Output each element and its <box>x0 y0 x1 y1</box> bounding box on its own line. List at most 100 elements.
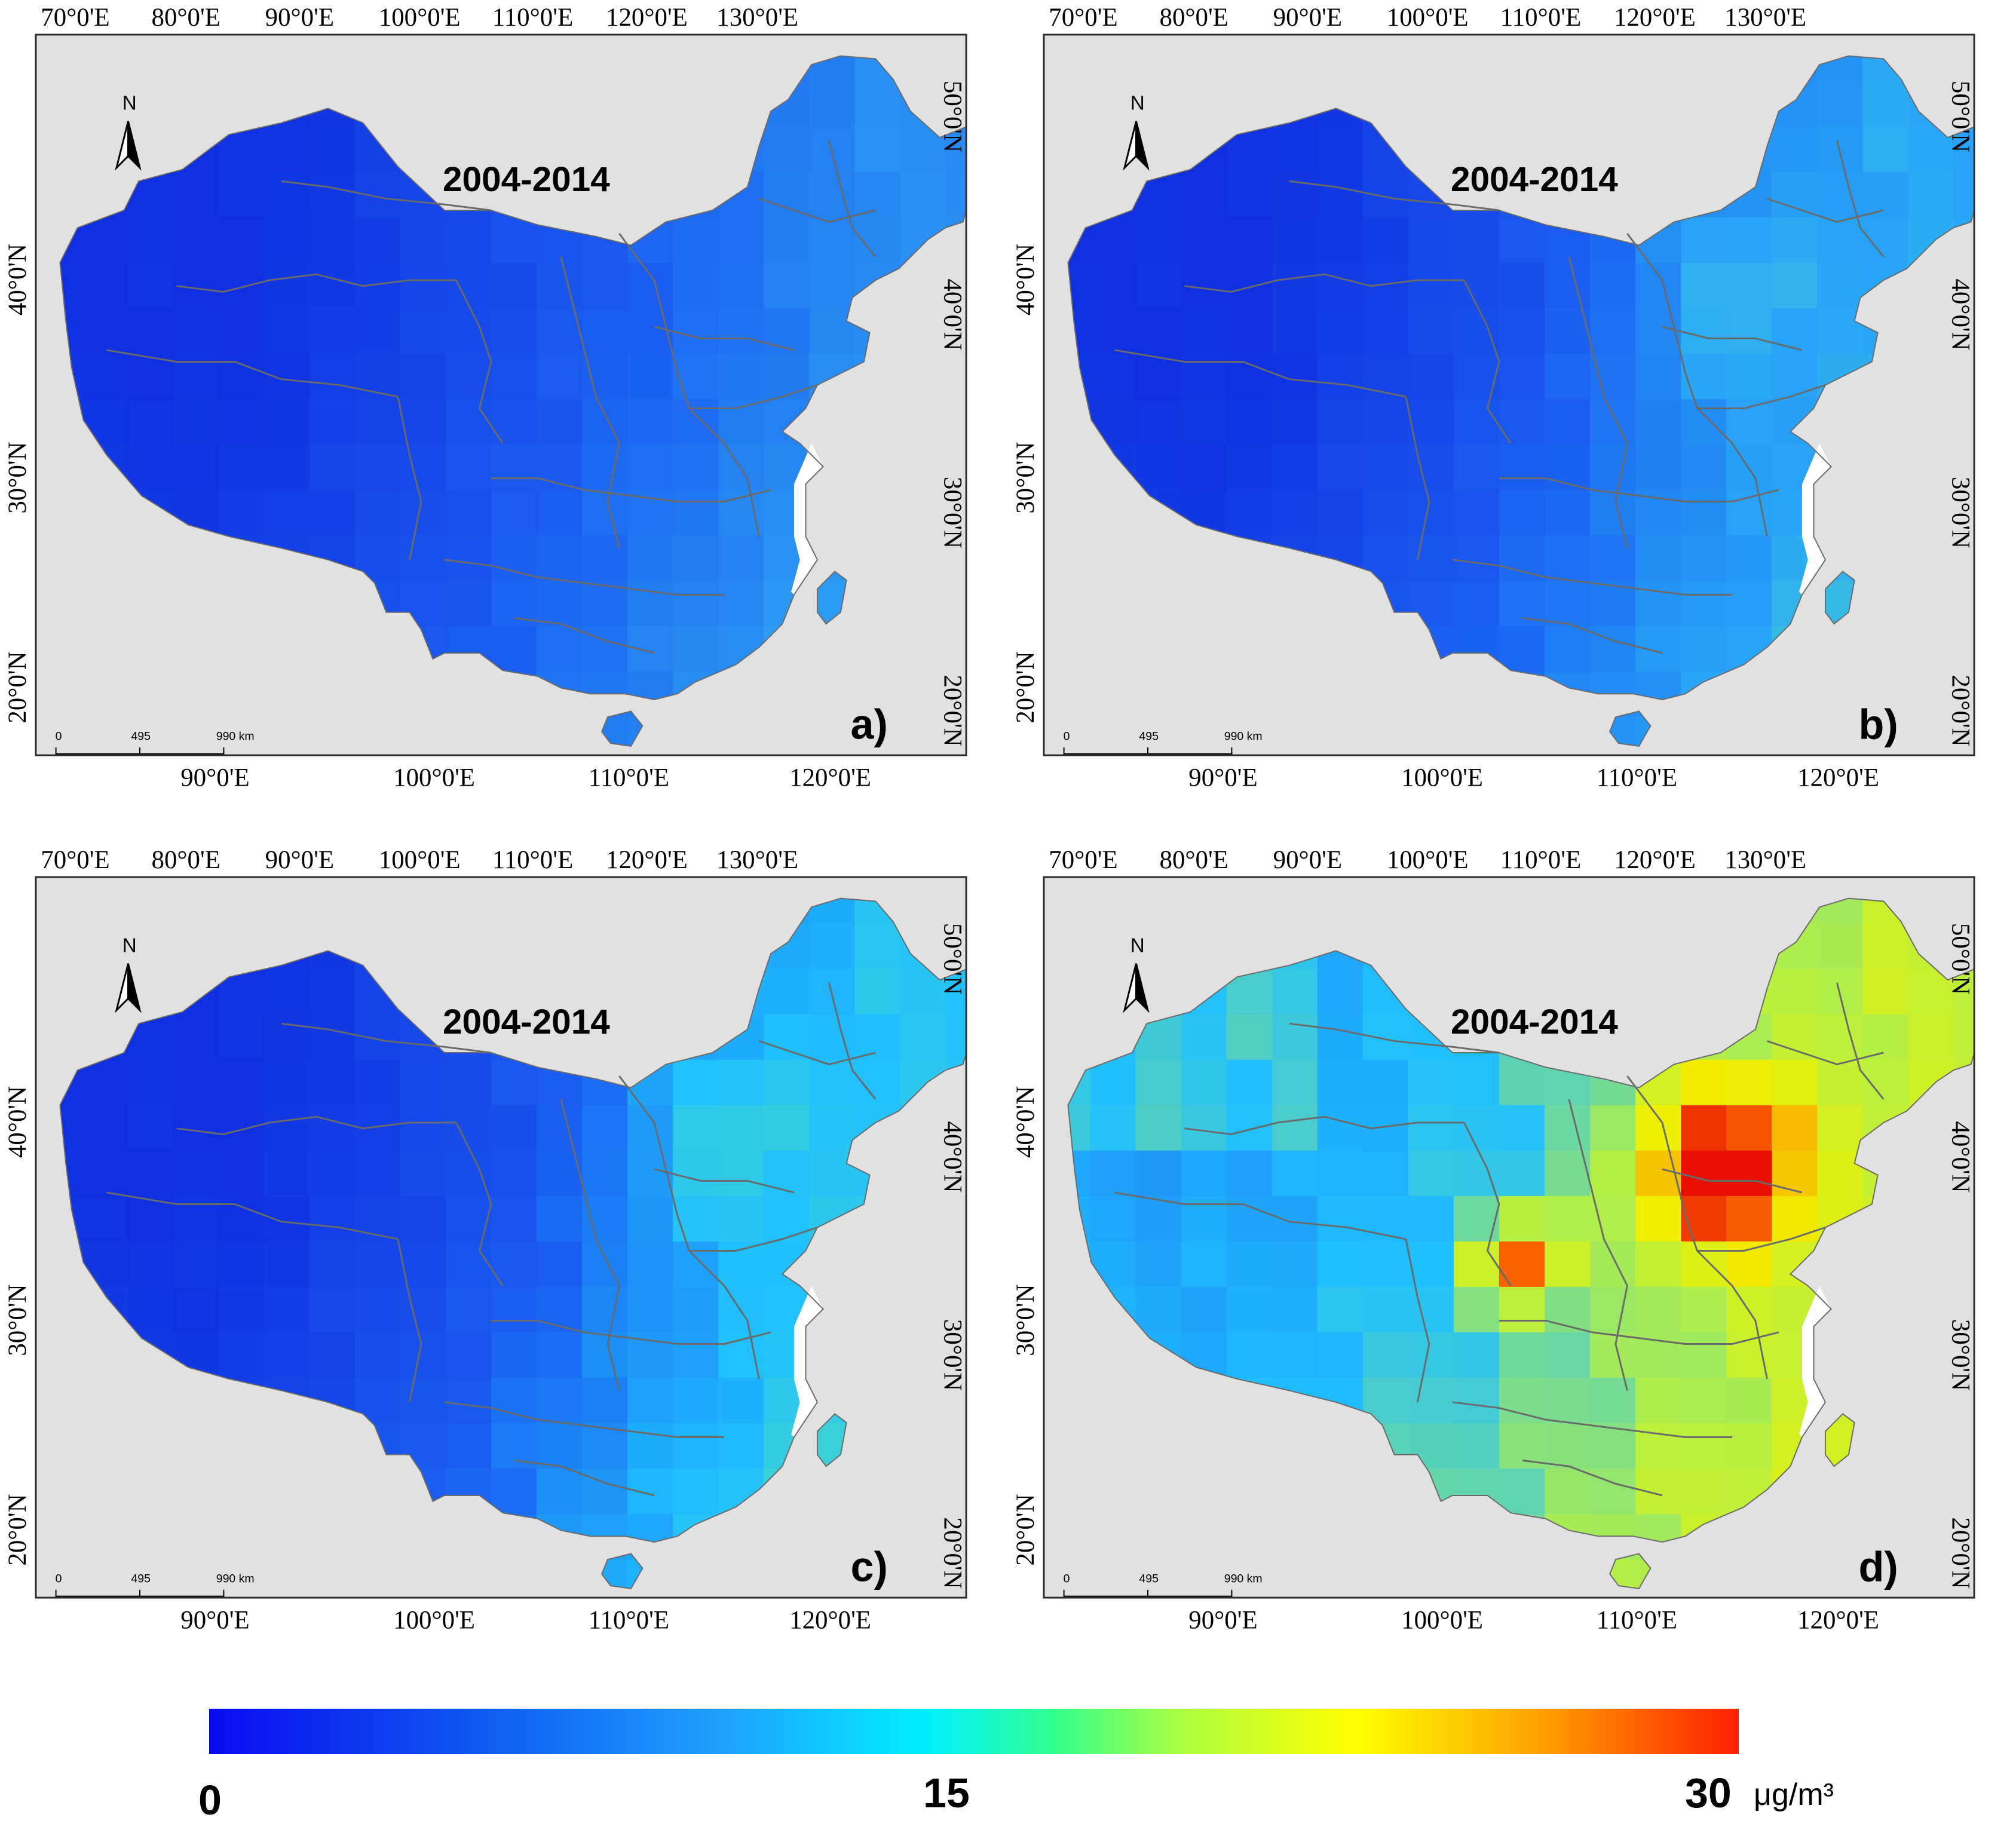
grid-cell <box>1726 923 1773 970</box>
grid-cell <box>1317 444 1364 491</box>
grid-cell <box>445 1286 492 1333</box>
grid-cell <box>1772 1105 1818 1151</box>
grid-cell <box>1590 1196 1637 1242</box>
grid-cell <box>1362 1059 1409 1106</box>
province-boundary <box>444 1401 724 1438</box>
grid-cell <box>218 626 265 673</box>
grid-cell <box>1453 1196 1500 1242</box>
grid-cell <box>82 1469 128 1515</box>
grid-cell <box>1772 968 1818 1015</box>
grid-cell <box>309 626 356 673</box>
grid-cell <box>218 581 265 627</box>
grid-cell <box>127 262 174 309</box>
grid-cell <box>173 1014 219 1060</box>
grid-cell <box>60 399 83 445</box>
grid-cell <box>1817 581 1864 627</box>
grid-cell <box>173 923 219 970</box>
grid-cell <box>718 353 765 400</box>
grid-cell <box>1590 1105 1637 1151</box>
grid-cell <box>854 262 901 309</box>
grid-cell <box>1544 1378 1591 1424</box>
grid-cell <box>264 1014 310 1060</box>
grid-cell <box>264 262 310 309</box>
left-lat-label: 30°0'N <box>2 442 32 514</box>
grid-cell <box>173 1332 219 1378</box>
grid-cell <box>1408 1059 1454 1106</box>
grid-cell <box>354 672 401 718</box>
country-outline <box>59 55 966 700</box>
grid-cell <box>1499 626 1545 673</box>
country-outline <box>59 897 966 1543</box>
grid-cell <box>400 399 446 445</box>
grid-cell <box>491 1241 537 1288</box>
grid-cell <box>1068 1241 1091 1288</box>
grid-cell <box>1681 56 1727 82</box>
grid-cell <box>173 535 219 582</box>
grid-cell <box>445 1469 492 1515</box>
grid-cell <box>1726 1150 1773 1197</box>
grid-cell <box>1817 672 1864 718</box>
grid-cell <box>1862 126 1909 173</box>
grid-cell <box>1135 444 1182 491</box>
grid-cell <box>491 1059 537 1106</box>
grid-cell <box>127 1014 174 1060</box>
grid-cell <box>1226 262 1273 309</box>
grid-cell <box>1635 1241 1682 1288</box>
grid-cell <box>1226 535 1273 582</box>
grid-cell <box>173 1469 219 1515</box>
grid-cell <box>1726 968 1773 1015</box>
grid-cell <box>1544 581 1591 627</box>
grid-cell <box>1453 56 1500 82</box>
grid-cell <box>264 81 310 127</box>
grid-cell <box>536 81 583 127</box>
colorbar <box>209 1709 1739 1754</box>
grid-cell <box>491 1378 537 1424</box>
grid-cell <box>1068 672 1091 718</box>
grid-cell <box>173 353 219 400</box>
province-boundary <box>1114 349 1407 398</box>
grid-cell <box>1181 353 1227 400</box>
province-boundary <box>1499 1320 1779 1345</box>
grid-cell <box>536 1469 583 1515</box>
grid-cell <box>1226 626 1273 673</box>
coastal-strip <box>1799 443 1831 595</box>
grid-cell <box>1635 126 1682 173</box>
grid-cell <box>173 1286 219 1333</box>
grid-cell <box>1772 1423 1818 1470</box>
grid-cell <box>854 444 901 491</box>
grid-cell <box>1681 1469 1727 1515</box>
grid-cell <box>1090 1469 1136 1515</box>
grid-cell <box>1408 1196 1454 1242</box>
grid-cell <box>82 217 128 263</box>
grid-cell <box>309 1469 356 1515</box>
grid-cell <box>60 1059 83 1106</box>
grid-cell <box>218 1014 265 1060</box>
left-lat-label: 20°0'N <box>1010 1494 1040 1566</box>
grid-cell <box>1362 489 1409 536</box>
grid-cell <box>718 1286 765 1333</box>
grid-cell <box>854 968 901 1015</box>
grid-cell <box>60 1014 83 1060</box>
grid-cell <box>1953 581 1974 627</box>
grid-cell <box>1953 1014 1974 1060</box>
grid-cell <box>1090 217 1136 263</box>
grid-cell <box>1499 399 1545 445</box>
grid-cell <box>1681 1196 1727 1242</box>
grid-cell <box>1726 444 1773 491</box>
grid-cell <box>400 923 446 970</box>
grid-cell <box>218 171 265 218</box>
grid-cell <box>627 56 674 82</box>
grid-cell <box>309 1378 356 1424</box>
grid-cell <box>764 81 810 127</box>
grid-cell <box>1272 1014 1318 1060</box>
grid-cell <box>536 489 583 536</box>
grid-cell <box>1544 353 1591 400</box>
grid-cell <box>82 1332 128 1378</box>
grid-cell <box>582 672 629 718</box>
grid-cell <box>854 56 901 82</box>
scale-tick-0: 0 <box>55 729 62 743</box>
grid-cell <box>218 1423 265 1470</box>
grid-cell <box>218 1196 265 1242</box>
grid-cell <box>1590 898 1637 924</box>
grid-cell <box>536 1241 583 1288</box>
